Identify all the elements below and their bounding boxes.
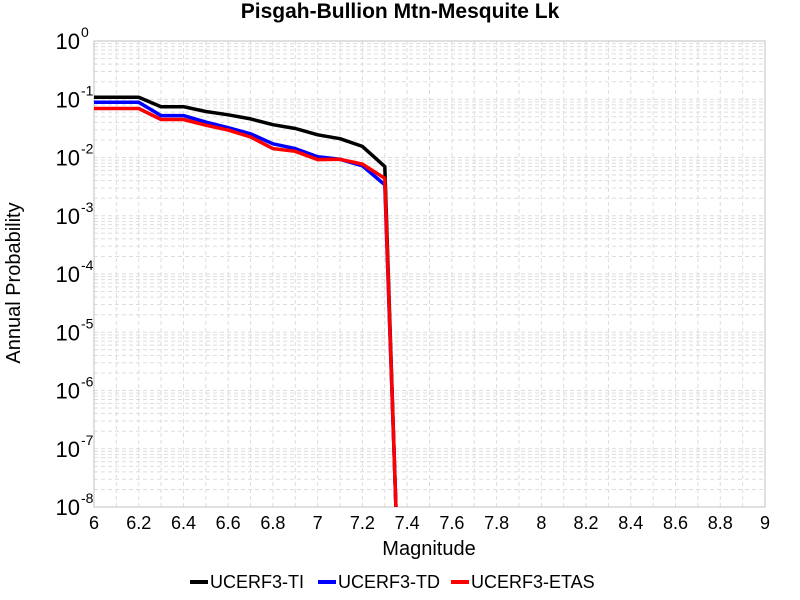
y-tick-base: 10 [56,495,80,520]
series-line-ucerf3-ti [94,95,398,508]
x-axis-label: Magnitude [382,538,475,560]
x-tick-label: 7.4 [395,513,420,533]
y-tick-label: 10 -3 [56,199,94,229]
grid [93,41,766,508]
x-tick-label: 8 [536,513,546,533]
y-axis-label: Annual Probability [3,202,25,363]
y-tick-exponent: -7 [81,432,94,448]
y-tick-base: 10 [56,204,80,229]
y-tick-exponent: -8 [81,490,94,506]
y-tick-label: 10 -7 [56,432,94,462]
x-tick-labels: 6 6.2 6.4 6.6 6.8 7 7.2 7.4 7.6 7.8 8 8.2 8.4 8.6 8.8 9 [89,513,770,533]
x-tick-label: 7.8 [484,513,509,533]
x-tick-label: 8.6 [663,513,688,533]
y-tick-label: 10 -5 [56,315,94,345]
y-tick-exponent: -4 [81,257,94,273]
y-tick-base: 10 [56,379,80,404]
x-tick-label: 6.2 [126,513,151,533]
x-tick-label: 6.4 [171,513,196,533]
y-tick-exponent: -5 [81,315,94,331]
y-tick-exponent: -2 [81,141,94,157]
legend-label: UCERF3-TI [210,572,304,592]
x-tick-label: 7.2 [350,513,375,533]
x-tick-label: 7 [313,513,323,533]
x-tick-label: 9 [760,513,770,533]
y-tick-exponent: -3 [81,199,94,215]
x-tick-label: 6.8 [260,513,285,533]
y-tick-label: 10 -1 [56,82,94,112]
x-tick-label: 7.6 [439,513,464,533]
legend-label: UCERF3-TD [338,572,440,592]
x-tick-label: 8.2 [574,513,599,533]
x-tick-label: 6 [89,513,99,533]
y-tick-base: 10 [56,29,80,54]
legend-label: UCERF3-ETAS [471,572,595,592]
plot-frame [93,40,766,508]
y-tick-label: 10 0 [56,24,89,54]
y-tick-label: 10 -4 [56,257,94,287]
y-tick-base: 10 [56,262,80,287]
legend: UCERF3-TI UCERF3-TD UCERF3-ETAS [190,572,595,592]
y-tick-base: 10 [56,87,80,112]
y-tick-exponent: -1 [81,82,94,98]
y-tick-base: 10 [56,437,80,462]
x-tick-label: 8.8 [708,513,733,533]
chart-title: Pisgah-Bullion Mtn-Mesquite Lk [241,0,560,23]
x-tick-label: 6.6 [216,513,241,533]
series-layer [94,95,398,508]
y-tick-label: 10 -8 [56,490,94,520]
y-tick-base: 10 [56,320,80,345]
x-tick-label: 8.4 [618,513,643,533]
y-tick-label: 10 -2 [56,141,94,171]
y-tick-exponent: 0 [81,24,89,40]
y-tick-label: 10 -6 [56,374,94,404]
y-tick-exponent: -6 [81,374,94,390]
y-tick-base: 10 [56,146,80,171]
series-line-ucerf3-etas [94,106,398,508]
